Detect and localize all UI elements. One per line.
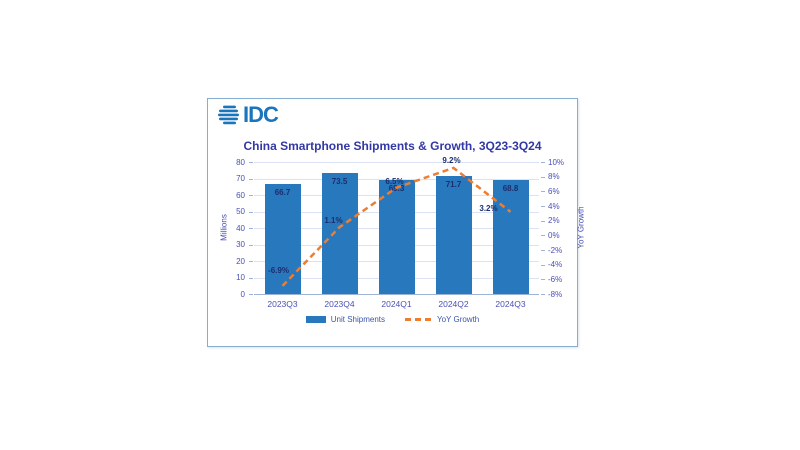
right-tick-label: -8% xyxy=(548,289,563,299)
right-tick-label: 0% xyxy=(548,230,560,240)
right-tick-mark xyxy=(541,176,545,178)
right-tick-mark xyxy=(541,279,545,281)
left-tick-label: 70 xyxy=(236,174,245,183)
category-label: 2023Q3 xyxy=(267,299,298,309)
growth-value-label: 6.5% xyxy=(385,176,404,186)
right-tick-mark xyxy=(541,294,545,295)
left-tick-mark xyxy=(249,211,253,213)
right-tick-mark xyxy=(541,162,545,163)
idc-logo-text: IDC xyxy=(243,102,279,127)
right-tick-mark xyxy=(541,206,545,207)
right-tick-mark xyxy=(541,264,545,266)
right-tick-mark xyxy=(541,220,545,222)
right-tick-mark xyxy=(541,235,545,237)
category-label: 2024Q3 xyxy=(495,299,526,309)
growth-value-label: 3.2% xyxy=(479,203,498,213)
left-tick-label: 80 xyxy=(236,157,245,167)
left-tick-mark xyxy=(249,244,253,246)
right-tick-mark xyxy=(541,191,545,193)
bar-2023Q4 xyxy=(321,172,358,294)
left-tick-label: 40 xyxy=(236,223,245,233)
category-label: 2024Q1 xyxy=(381,299,412,309)
right-tick-label: -2% xyxy=(548,245,563,255)
left-tick-label: 50 xyxy=(236,207,245,216)
bar-2023Q3 xyxy=(264,183,301,294)
bar-value-label: 71.7 xyxy=(445,179,462,189)
gridline xyxy=(254,178,539,180)
left-tick-mark xyxy=(249,261,253,262)
yoy-growth-line xyxy=(281,166,512,287)
bar-2024Q3 xyxy=(492,180,529,294)
category-label: 2023Q4 xyxy=(324,299,355,309)
chart-card: IDC China Smartphone Shipments & Growth,… xyxy=(207,98,586,347)
idc-globe-icon xyxy=(218,105,239,125)
left-tick-mark xyxy=(249,228,253,229)
right-tick-label: 8% xyxy=(548,172,560,182)
growth-value-label: 1.1% xyxy=(324,216,343,226)
bar-2024Q1 xyxy=(378,179,415,294)
right-tick-label: 10% xyxy=(548,157,565,167)
bar-swatch-icon xyxy=(305,316,326,323)
left-tick-mark xyxy=(249,294,253,295)
combo-chart: 0 10 20 30 40 50 60 70 80 10% 8% 6% 4% 2% 0% -2% -4% -6% -… xyxy=(208,99,586,346)
right-tick-label: -4% xyxy=(548,260,563,270)
left-tick-mark xyxy=(249,277,253,279)
idc-logo: IDC xyxy=(216,102,279,128)
bar-2024Q2 xyxy=(435,175,472,294)
legend-label: Unit Shipments xyxy=(330,315,385,324)
left-tick-label: 0 xyxy=(240,289,245,299)
right-tick-label: 4% xyxy=(548,201,560,211)
left-tick-mark xyxy=(249,195,253,196)
left-tick-label: 10 xyxy=(236,273,245,282)
growth-value-label: 9.2% xyxy=(442,155,461,165)
left-axis-title: Millions xyxy=(219,214,229,241)
chart-legend: Unit Shipments YoY Growth xyxy=(208,315,577,324)
legend-label: YoY Growth xyxy=(437,315,480,324)
bar-value-label: 68.8 xyxy=(502,184,519,194)
chart-title: China Smartphone Shipments & Growth, 3Q2… xyxy=(243,139,542,153)
left-tick-mark xyxy=(249,178,253,180)
right-tick-label: 6% xyxy=(548,186,560,196)
left-tick-mark xyxy=(249,162,253,163)
left-tick-label: 30 xyxy=(236,240,245,249)
right-tick-mark xyxy=(541,250,545,251)
bar-value-label: 73.5 xyxy=(331,176,348,186)
left-tick-label: 20 xyxy=(236,256,245,266)
legend-item-unit-shipments: Unit Shipments xyxy=(305,315,385,324)
growth-value-label: -6.9% xyxy=(268,265,289,275)
left-tick-label: 60 xyxy=(236,190,245,200)
x-axis-line xyxy=(254,294,539,295)
legend-item-yoy-growth: YoY Growth xyxy=(405,315,479,324)
bar-value-label: 66.7 xyxy=(274,187,291,197)
right-axis-title: YoY Growth xyxy=(576,206,586,249)
dashed-line-swatch-icon xyxy=(405,318,432,321)
category-label: 2024Q2 xyxy=(438,299,469,309)
gridline xyxy=(254,162,539,163)
right-tick-label: 2% xyxy=(548,216,560,226)
right-tick-label: -6% xyxy=(548,274,563,284)
